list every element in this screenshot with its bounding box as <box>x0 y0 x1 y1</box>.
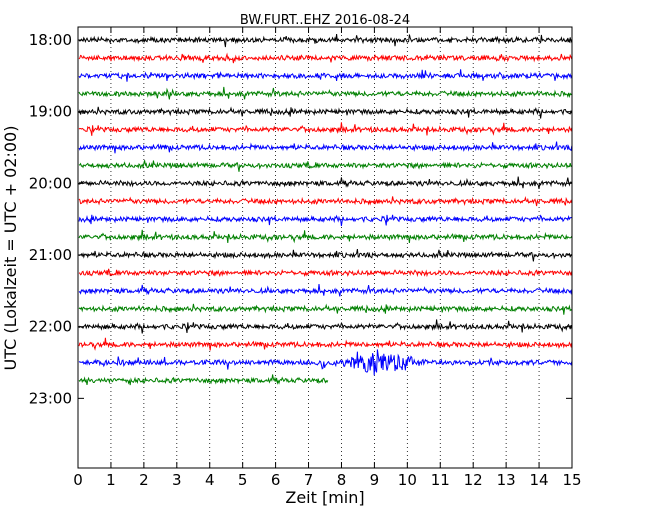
trace-2145 <box>78 303 573 315</box>
trace-2215 <box>78 337 573 351</box>
trace-2045 <box>78 229 573 244</box>
x-tick-label: 13 <box>497 471 516 489</box>
x-tick-label: 1 <box>106 471 116 489</box>
trace-1915 <box>78 122 573 136</box>
x-axis-label: Zeit [min] <box>285 488 364 507</box>
x-tick-label: 5 <box>238 471 248 489</box>
trace-2030 <box>78 214 572 227</box>
x-tick-label: 10 <box>398 471 417 489</box>
trace-2245 <box>78 374 329 386</box>
trace-2100 <box>78 249 573 262</box>
y-tick-label: 20:00 <box>29 174 72 192</box>
trace-2230 <box>78 349 573 376</box>
trace-1830 <box>78 69 573 82</box>
x-tick-label: 8 <box>337 471 347 489</box>
trace-1800 <box>78 34 573 48</box>
trace-1815 <box>78 52 573 64</box>
x-tick-label: 6 <box>271 471 281 489</box>
x-tick-label: 2 <box>139 471 149 489</box>
trace-2115 <box>78 268 573 278</box>
y-tick-label: 23:00 <box>29 389 72 407</box>
plot-frame <box>77 26 573 469</box>
y-tick-label: 18:00 <box>29 31 72 49</box>
x-axis: 0 1 2 3 4 5 6 7 8 9 10 11 12 13 14 15 <box>73 27 582 489</box>
trace-2130 <box>78 283 573 297</box>
x-tick-label: 12 <box>464 471 483 489</box>
y-axis: 18:00 19:00 20:00 21:00 22:00 23:00 <box>29 31 572 407</box>
grid <box>110 27 540 468</box>
x-tick-label: 14 <box>530 471 549 489</box>
trace-2015 <box>78 195 573 207</box>
trace-1945 <box>78 160 573 172</box>
trace-2200 <box>78 319 573 334</box>
x-tick-label: 9 <box>370 471 380 489</box>
trace-1930 <box>78 141 573 154</box>
x-tick-label: 3 <box>172 471 182 489</box>
x-tick-label: 11 <box>431 471 450 489</box>
x-tick-label: 15 <box>562 471 581 489</box>
y-tick-label: 19:00 <box>29 103 72 121</box>
x-tick-label: 7 <box>304 471 314 489</box>
trace-1845 <box>78 86 573 100</box>
chart-title: BW.FURT..EHZ 2016-08-24 <box>240 13 410 28</box>
traces <box>78 34 573 386</box>
trace-1900 <box>78 106 573 119</box>
x-tick-label: 0 <box>73 471 83 489</box>
y-tick-label: 21:00 <box>29 246 72 264</box>
y-tick-label: 22:00 <box>29 318 72 336</box>
trace-2000 <box>78 176 573 189</box>
y-axis-label: UTC (Lokalzeit = UTC + 02:00) <box>1 126 20 371</box>
x-tick-label: 4 <box>205 471 215 489</box>
